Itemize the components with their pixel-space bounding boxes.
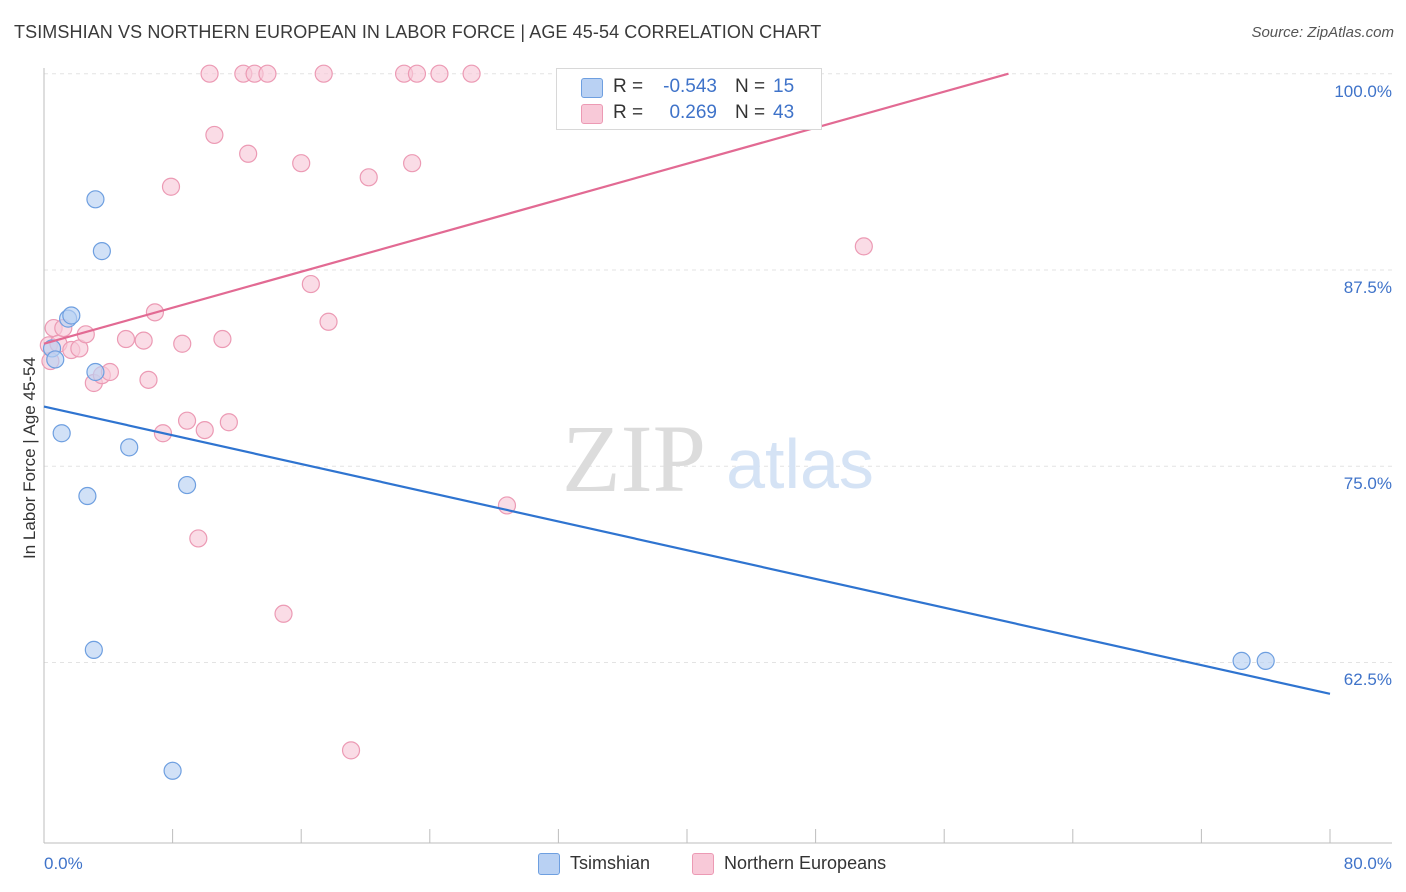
r-label: R = (613, 102, 644, 123)
point-northern-european (359, 168, 378, 187)
x-tick-label-max: 80.0% (1343, 854, 1392, 873)
y-tick-label: 75.0% (1343, 474, 1392, 494)
point-northern-european (407, 64, 427, 83)
point-tsimshian (177, 475, 197, 495)
point-northern-european (341, 741, 361, 760)
r-value: 0.269 (669, 102, 717, 123)
chart-title: TSIMSHIAN VS NORTHERN EUROPEAN IN LABOR … (14, 22, 822, 42)
point-northern-european (173, 334, 192, 353)
point-northern-european (314, 64, 333, 83)
y-tick-label: 87.5% (1343, 277, 1392, 297)
point-northern-european (134, 331, 153, 350)
point-tsimshian (1256, 651, 1275, 670)
point-northern-european (274, 604, 293, 623)
point-northern-european (200, 64, 219, 83)
point-northern-european (213, 329, 232, 349)
point-tsimshian (62, 306, 81, 325)
point-northern-european (430, 64, 449, 83)
series-legend: Tsimshian Northern Europeans (538, 852, 938, 876)
axes (43, 68, 1392, 844)
watermark-zip: ZIP (562, 405, 706, 512)
trend-line-northern-european (43, 72, 1009, 345)
legend-label-tsimshian: Tsimshian (570, 853, 651, 873)
point-northern-european (139, 370, 158, 389)
point-northern-european (239, 144, 258, 163)
legend-swatch-northern (692, 853, 714, 875)
point-tsimshian (92, 242, 111, 261)
point-northern-european (189, 529, 208, 548)
point-tsimshian (1232, 651, 1251, 670)
r-label: R = (613, 76, 644, 97)
trend-line-tsimshian (43, 405, 1331, 695)
correlation-legend: R = -0.543 N = 15 R = 0.269 N = 43 (556, 68, 822, 130)
point-northern-european (116, 329, 136, 349)
n-label: N = (735, 76, 766, 97)
point-tsimshian (86, 362, 105, 382)
point-northern-european (854, 237, 873, 256)
point-tsimshian (84, 640, 103, 659)
point-northern-european (177, 411, 197, 430)
watermark-atlas: atlas (726, 425, 874, 503)
y-tick-label: 62.5% (1343, 670, 1392, 690)
n-value: 43 (773, 102, 795, 123)
n-value: 15 (773, 76, 795, 97)
point-tsimshian (163, 761, 182, 780)
source-label: Source: ZipAtlas.com (1251, 24, 1394, 41)
point-tsimshian (46, 350, 65, 369)
point-northern-european (292, 154, 311, 173)
point-northern-european (462, 64, 481, 83)
point-northern-european (161, 177, 181, 196)
r-value: -0.543 (663, 76, 717, 97)
point-northern-european (403, 154, 422, 173)
legend-swatch-tsimshian (538, 853, 560, 875)
legend-swatch-tsimshian (581, 78, 603, 98)
point-northern-european (205, 125, 224, 145)
n-label: N = (735, 102, 766, 123)
y-tick-label: 100.0% (1334, 81, 1392, 101)
watermark: ZIP atlas (562, 405, 874, 512)
point-northern-european (195, 420, 214, 440)
legend-label-northern: Northern Europeans (724, 853, 887, 873)
trend-lines (43, 72, 1331, 695)
legend-row-northern: R = 0.269 N = 43 (557, 101, 821, 127)
point-northern-european (301, 274, 320, 294)
legend-row-tsimshian: R = -0.543 N = 15 (557, 75, 821, 101)
point-northern-european (219, 413, 238, 432)
point-tsimshian (86, 190, 105, 209)
data-points (39, 64, 1275, 780)
point-tsimshian (52, 424, 71, 443)
point-tsimshian (78, 486, 97, 506)
y-axis-label: In Labor Force | Age 45-54 (20, 357, 39, 559)
x-tick-label-min: 0.0% (44, 854, 83, 873)
point-tsimshian (120, 438, 139, 457)
point-northern-european (258, 64, 277, 83)
legend-swatch-northern (581, 104, 603, 124)
point-northern-european (319, 312, 338, 331)
